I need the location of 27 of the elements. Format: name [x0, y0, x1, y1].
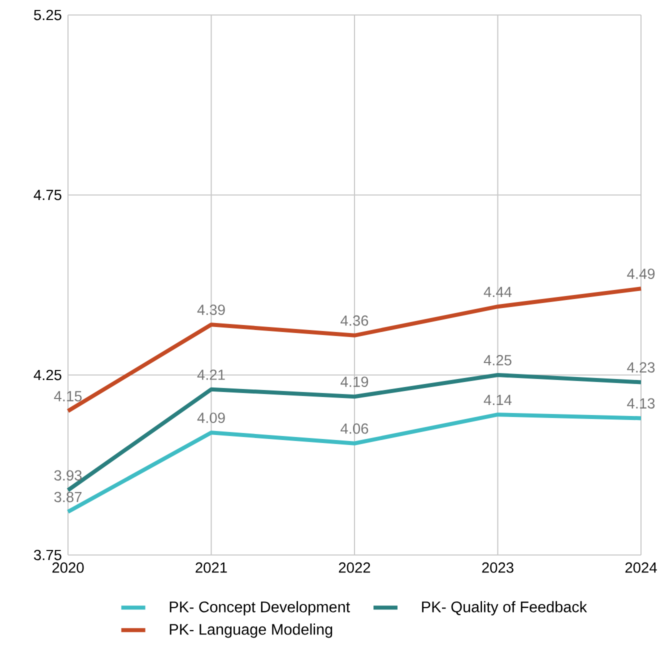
- data-label: 4.15: [54, 391, 82, 402]
- legend-label: PK- Concept Development: [170, 601, 350, 616]
- x-tick-label: 2022: [338, 562, 370, 573]
- data-label: 4.25: [484, 355, 512, 366]
- data-label: 4.49: [627, 268, 655, 279]
- x-tick-label: 2024: [625, 562, 657, 573]
- data-label: 4.06: [340, 423, 368, 434]
- data-label: 4.23: [627, 362, 655, 373]
- data-label: 4.44: [484, 286, 512, 297]
- y-tick-label: 4.25: [34, 370, 62, 380]
- data-label: 4.39: [197, 304, 225, 315]
- data-label: 3.87: [54, 492, 82, 502]
- x-tick-label: 2020: [52, 562, 84, 573]
- data-label: 4.19: [340, 376, 368, 387]
- x-tick-label: 2023: [482, 562, 514, 573]
- y-tick-label: 3.75: [34, 550, 62, 560]
- data-label: 4.13: [627, 398, 655, 409]
- data-label: 4.14: [484, 394, 512, 405]
- data-label: 4.21: [197, 370, 225, 380]
- legend-label: PK- Language Modeling: [170, 624, 332, 638]
- data-label: 4.09: [197, 412, 225, 424]
- data-label: 4.36: [340, 315, 368, 326]
- legend-label: PK- Quality of Feedback: [422, 601, 588, 616]
- y-tick-label: 4.75: [34, 190, 62, 200]
- x-tick-label: 2021: [196, 562, 227, 573]
- data-label: 3.93: [54, 470, 82, 481]
- y-tick-label: 5.25: [34, 10, 62, 20]
